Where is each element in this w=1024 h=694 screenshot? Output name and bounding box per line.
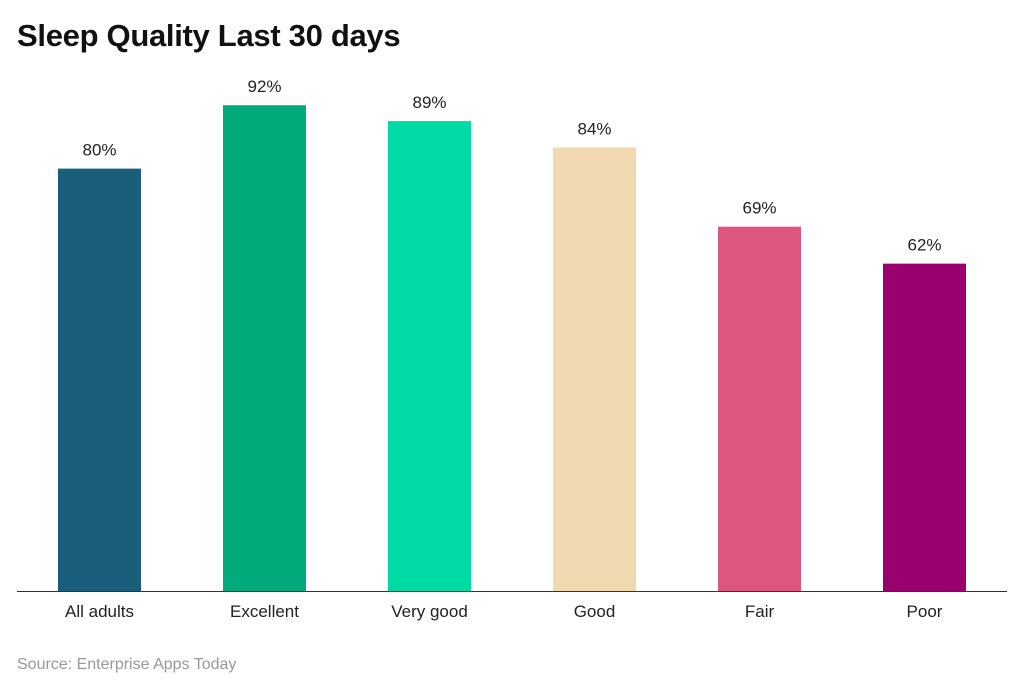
data-label: 80% (82, 141, 116, 160)
bar-all-adults (58, 168, 141, 591)
category-label: All adults (65, 602, 134, 621)
category-label: Very good (391, 602, 468, 621)
data-label: 84% (577, 119, 611, 138)
bar-poor (883, 263, 966, 591)
source-note: Source: Enterprise Apps Today (17, 656, 237, 673)
category-label: Poor (907, 602, 943, 621)
chart-title: Sleep Quality Last 30 days (17, 18, 401, 53)
data-label: 89% (412, 93, 446, 112)
category-label: Excellent (230, 602, 299, 621)
category-label: Fair (745, 602, 775, 621)
bar-very-good (388, 121, 471, 591)
data-label: 62% (907, 236, 941, 255)
data-label: 69% (742, 199, 776, 218)
bar-fair (718, 226, 801, 591)
bar-good (553, 147, 636, 592)
bar-excellent (223, 105, 306, 592)
category-label: Good (574, 602, 616, 621)
data-label: 92% (247, 77, 281, 96)
